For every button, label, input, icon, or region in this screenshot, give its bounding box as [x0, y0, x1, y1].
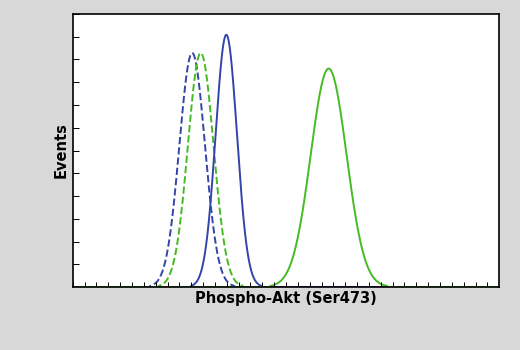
X-axis label: Phospho-Akt (Ser473): Phospho-Akt (Ser473): [195, 291, 377, 306]
Y-axis label: Events: Events: [54, 122, 69, 178]
